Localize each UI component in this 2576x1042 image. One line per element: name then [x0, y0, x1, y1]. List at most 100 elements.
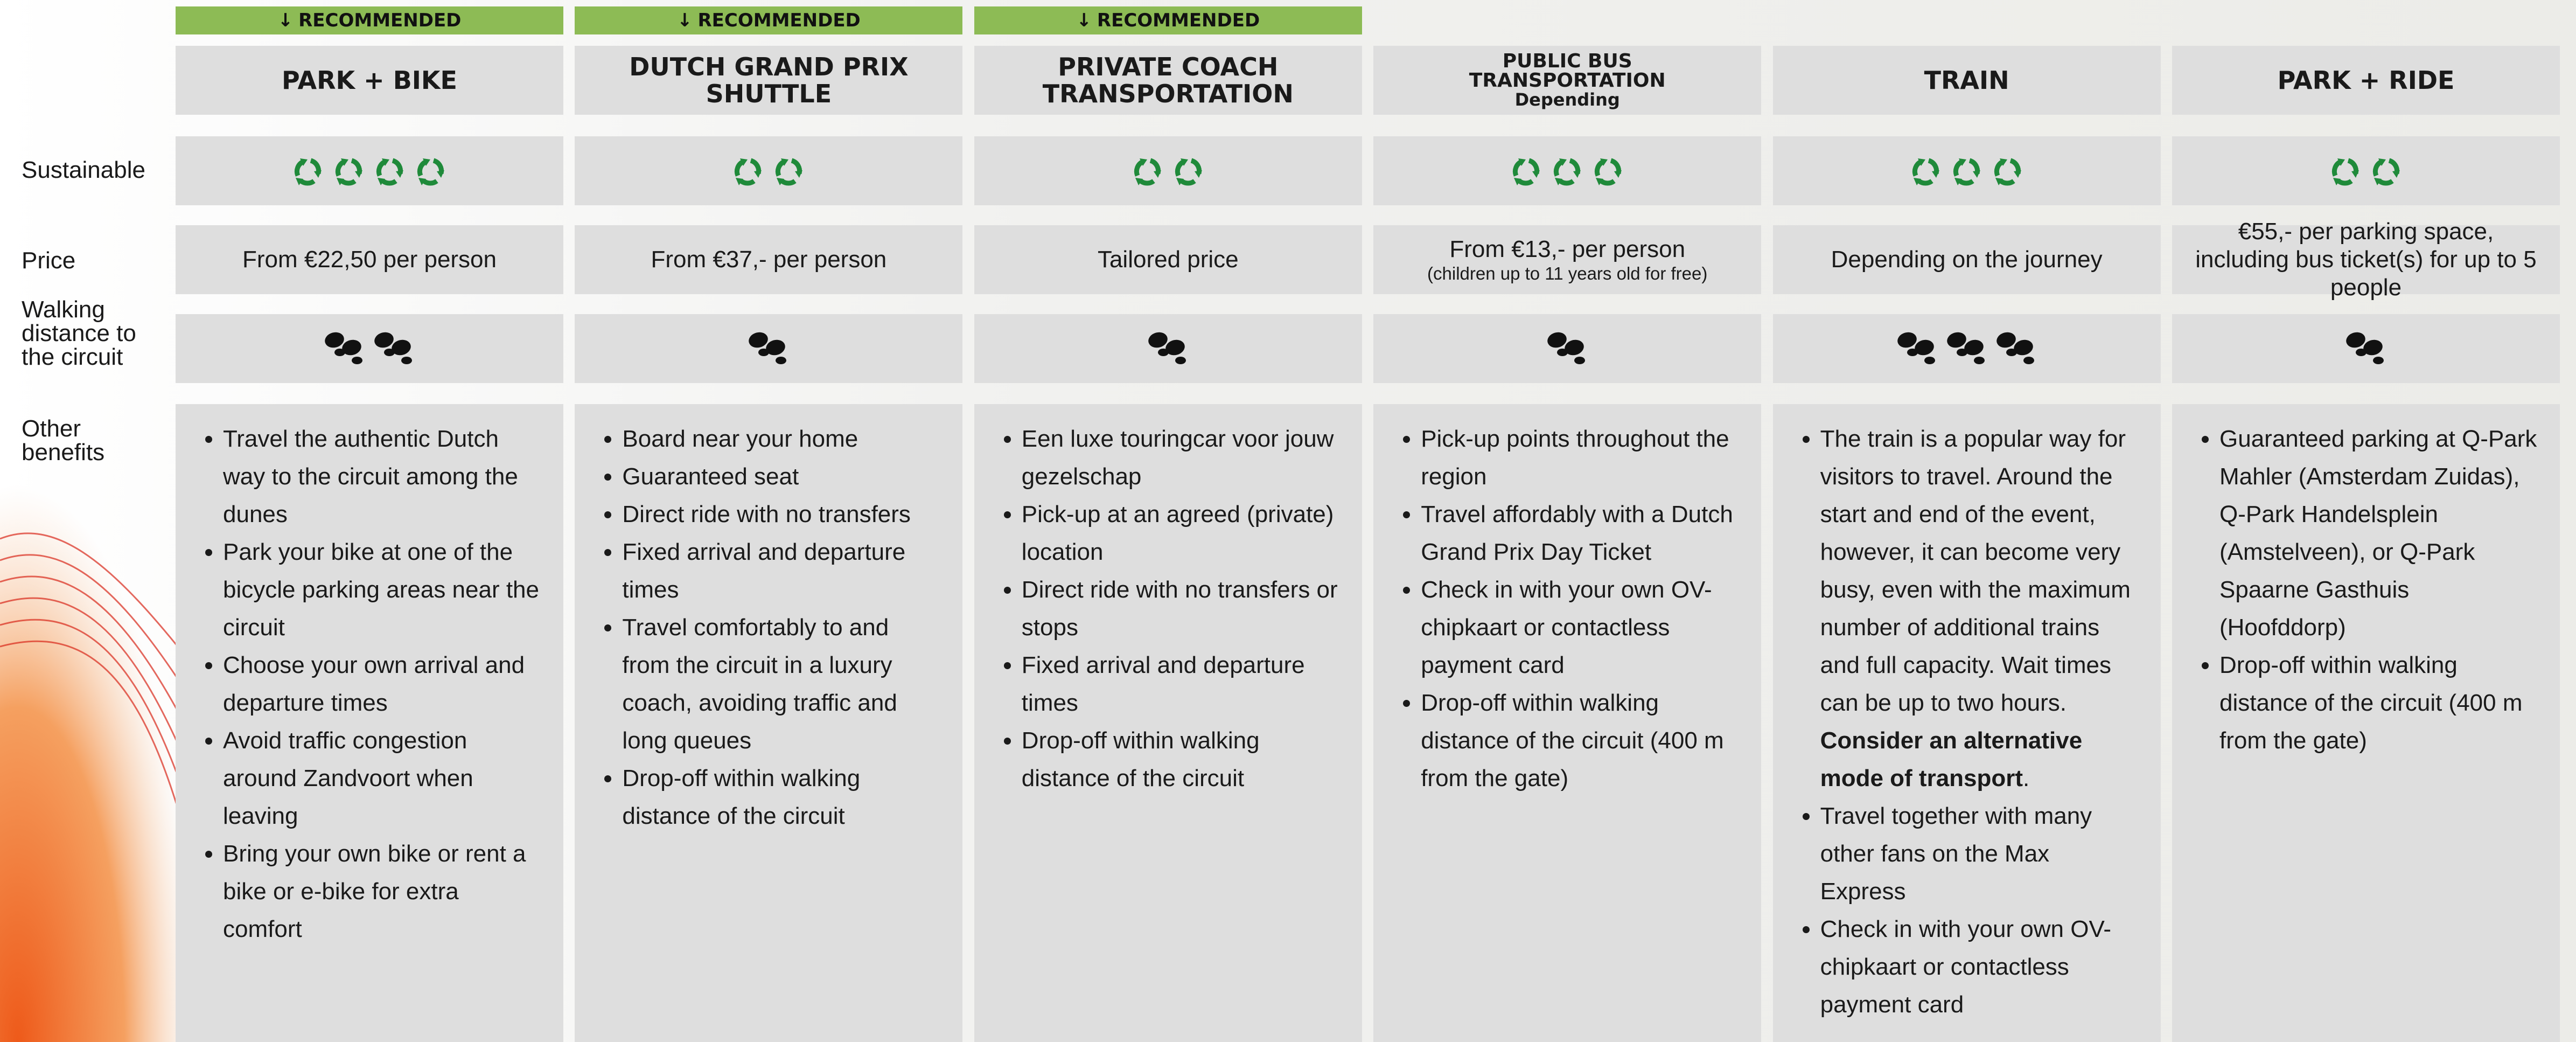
walking-icons: [974, 314, 1362, 383]
row-label: Price: [22, 247, 76, 274]
benefit-item: Bring your own bike or rent a bike or e-…: [223, 835, 542, 948]
benefit-list: Een luxe touringcar voor jouw gezelschap…: [974, 404, 1362, 797]
benefit-list: Pick-up points throughout the regionTrav…: [1373, 404, 1761, 797]
option-title: DUTCH GRAND PRIX SHUTTLE: [575, 46, 963, 115]
benefit-item: Choose your own arrival and departure ti…: [223, 647, 542, 722]
recycle-icon: [1595, 158, 1622, 186]
footprint-icon: [2346, 332, 2384, 364]
benefit-after: .: [2023, 765, 2030, 791]
recycle-icon: [335, 158, 362, 186]
sustainability-icons: [1373, 136, 1762, 205]
badge-text: RECOMMENDED: [1097, 10, 1260, 31]
footprint-icon: [1148, 332, 1186, 364]
arrow-icon: ↓: [677, 10, 693, 31]
price: From €13,- per person (children up to 11 …: [1373, 225, 1762, 294]
benefit-item: Guaranteed seat: [622, 458, 941, 496]
recycle-icon: [1953, 158, 1980, 186]
recycle-icon: [1554, 158, 1581, 186]
option-title: PARK + RIDE: [2172, 46, 2560, 115]
benefit-item: Fixed arrival and departure times: [1022, 647, 1341, 722]
price-text: Depending on the journey: [1831, 246, 2103, 273]
walking-icons: [2172, 314, 2560, 383]
benefit-item: Fixed arrival and departure times: [622, 533, 941, 609]
benefit-item: Drop-off within walking distance of the …: [622, 760, 941, 835]
benefit-bold: Consider an alternative mode of transpor…: [1820, 727, 2083, 791]
title-text: PARK + BIKE: [282, 66, 457, 95]
benefits: Een luxe touringcar voor jouw gezelschap…: [974, 404, 1362, 1042]
option-title: PUBLIC BUS TRANSPORTATION Depending: [1373, 46, 1762, 115]
title-text: PUBLIC BUS TRANSPORTATION: [1469, 50, 1666, 92]
benefit-item: Avoid traffic congestion around Zandvoor…: [223, 722, 542, 835]
arrow-icon: ↓: [277, 10, 294, 31]
title-text: DUTCH GRAND PRIX SHUTTLE: [629, 52, 909, 108]
price-note: (children up to 11 years old for free): [1427, 263, 1708, 283]
benefits: The train is a popular way for visitors …: [1772, 404, 2161, 1042]
footprint-icon: [374, 332, 412, 364]
title-text: PRIVATE COACH TRANSPORTATION: [1042, 52, 1294, 108]
recycle-icon: [735, 158, 762, 186]
benefit-item: Park your bike at one of the bicycle par…: [223, 533, 542, 647]
price: Tailored price: [974, 225, 1362, 294]
benefit-item: Travel the authentic Dutch way to the ci…: [223, 420, 542, 533]
walking-icons: [575, 314, 963, 383]
walking-icons: [176, 314, 563, 383]
benefit-list: Guaranteed parking at Q-Park Mahler (Ams…: [2172, 404, 2560, 760]
walking-icons: [1772, 314, 2161, 383]
footprint-icon: [1946, 332, 1985, 364]
sustainability-icons: [1772, 136, 2161, 205]
price-text: €55,- per parking space, including bus t…: [2195, 218, 2537, 301]
footprint-icon: [1547, 332, 1586, 364]
benefit-item: Check in with your own OV-chipkaart or c…: [1820, 911, 2139, 1024]
footprint-icon: [1996, 332, 2034, 364]
footprint-icon: [1897, 332, 1935, 364]
benefit-list: Board near your homeGuaranteed seatDirec…: [575, 404, 962, 835]
option-title: PARK + BIKE: [176, 46, 563, 115]
option-title: TRAIN: [1772, 46, 2161, 115]
benefit-item: Travel affordably with a Dutch Grand Pri…: [1421, 496, 1740, 571]
recycle-icon: [1513, 158, 1540, 186]
recycle-icon: [376, 158, 403, 186]
benefit-item: Direct ride with no transfers or stops: [1022, 571, 1341, 647]
price-text: From €13,- per person: [1449, 236, 1686, 262]
footprint-icon: [325, 332, 362, 364]
benefit-item: The train is a popular way for visitors …: [1820, 420, 2139, 797]
price-text: From €22,50 per person: [242, 246, 497, 273]
row-label: Walking distance to the circuit: [22, 296, 136, 370]
sustainability-icons: [2172, 136, 2560, 205]
title-text: PARK + RIDE: [2277, 66, 2455, 95]
benefit-item: Travel together with many other fans on …: [1820, 797, 2139, 911]
price: Depending on the journey: [1772, 225, 2161, 294]
arrow-icon: ↓: [1076, 10, 1092, 31]
benefit-item: Drop-off within walking distance of the …: [1022, 722, 1341, 797]
recycle-icon: [1175, 158, 1202, 186]
price: From €37,- per person: [575, 225, 963, 294]
benefit-item: Een luxe touringcar voor jouw gezelschap: [1022, 420, 1341, 496]
recycle-icon: [776, 158, 803, 186]
title-text: TRAIN: [1924, 66, 2009, 95]
benefits: Travel the authentic Dutch way to the ci…: [176, 404, 563, 1042]
recycle-icon: [417, 158, 444, 186]
recommended-badge: ↓ RECOMMENDED: [974, 6, 1362, 34]
benefit-item: Board near your home: [622, 420, 941, 458]
benefit-item: Travel comfortably to and from the circu…: [622, 609, 941, 760]
recycle-icon: [1134, 158, 1161, 186]
benefit-item: Drop-off within walking distance of the …: [1421, 684, 1740, 797]
recycle-icon: [1994, 158, 2021, 186]
price-text: From €37,- per person: [651, 246, 887, 273]
benefit-item: Direct ride with no transfers: [622, 496, 941, 533]
benefit-list: Travel the authentic Dutch way to the ci…: [176, 404, 563, 948]
recycle-icon: [2331, 158, 2359, 186]
price: €55,- per parking space, including bus t…: [2172, 218, 2560, 301]
recommended-badge: ↓ RECOMMENDED: [575, 6, 963, 34]
benefit-text: The train is a popular way for visitors …: [1820, 426, 2131, 716]
option-title: PRIVATE COACH TRANSPORTATION: [974, 46, 1362, 115]
badge-text: RECOMMENDED: [697, 10, 861, 31]
recycle-icon: [1912, 158, 1939, 186]
decoration: [0, 485, 178, 1042]
benefits: Guaranteed parking at Q-Park Mahler (Ams…: [2172, 404, 2560, 1042]
sustainability-icons: [176, 136, 563, 205]
title-note: Depending: [1514, 89, 1620, 110]
row-label: Sustainable: [22, 157, 145, 183]
benefit-item: Pick-up at an agreed (private) location: [1022, 496, 1341, 571]
